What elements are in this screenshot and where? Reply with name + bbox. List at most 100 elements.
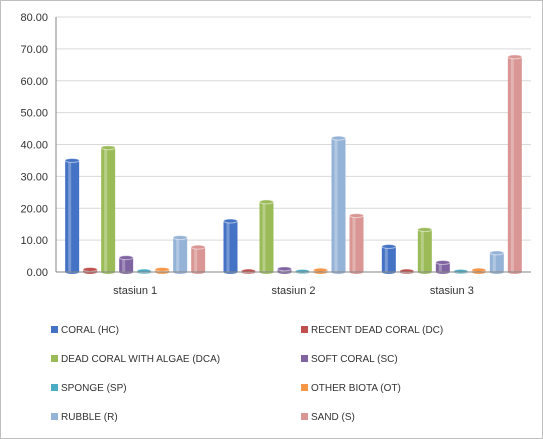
bar — [349, 213, 364, 274]
bar — [64, 157, 80, 274]
bar-highlight — [492, 252, 496, 272]
bar-highlight — [226, 221, 230, 272]
bar-top — [453, 268, 469, 274]
bar-body — [417, 229, 432, 272]
legend-label: SAND (S) — [311, 412, 355, 423]
bar-highlight — [438, 262, 442, 272]
bar-top — [277, 266, 292, 272]
legend-label: SPONGE (SP) — [61, 383, 127, 394]
legend-swatch — [51, 326, 58, 333]
bar — [313, 267, 328, 274]
bar — [381, 244, 397, 274]
bar-highlight — [352, 215, 356, 272]
bar — [259, 199, 274, 274]
y-tick-label: 0.00 — [27, 267, 48, 279]
bar-highlight — [194, 247, 198, 272]
bar-body — [489, 252, 504, 272]
legend-swatch — [51, 413, 58, 420]
bar-top — [417, 227, 433, 233]
bar-body — [381, 246, 396, 272]
bar — [417, 227, 433, 274]
bar-top — [471, 267, 487, 273]
bar-body — [223, 221, 238, 272]
legend-swatch — [301, 326, 308, 333]
bar-top — [331, 135, 346, 141]
bar-body — [349, 215, 364, 272]
bar-body — [507, 56, 522, 272]
bar-body — [65, 160, 80, 272]
bar — [471, 267, 487, 274]
bar-highlight — [384, 246, 388, 272]
bar-body — [101, 147, 116, 272]
bar-top — [64, 157, 80, 163]
bar-top — [154, 266, 170, 272]
y-tick-label: 20.00 — [20, 203, 48, 215]
legend: CORAL (HC) RECENT DEAD CORAL (DC) DEAD COR… — [51, 325, 443, 423]
bar-top — [435, 259, 451, 265]
bar-highlight — [176, 237, 180, 272]
bar-highlight — [122, 257, 126, 272]
bar-highlight — [262, 201, 266, 272]
bar — [277, 266, 292, 274]
bar-highlight — [510, 56, 514, 272]
gridlines — [56, 16, 531, 241]
bar — [118, 255, 134, 274]
bar-top — [349, 213, 364, 219]
bar-top — [172, 235, 188, 241]
x-category-label: stasiun 1 — [113, 285, 157, 297]
legend-item: RUBBLE (R) — [51, 412, 118, 423]
bars — [64, 54, 523, 274]
bar-highlight — [420, 229, 424, 272]
bar — [172, 235, 188, 274]
bar-top — [100, 145, 116, 151]
legend-swatch — [301, 413, 308, 420]
y-tick-label: 50.00 — [20, 108, 48, 120]
legend-swatch — [51, 355, 58, 362]
axes — [55, 17, 531, 273]
legend-item: SAND (S) — [301, 412, 355, 423]
legend-item: CORAL (HC) — [51, 325, 119, 336]
bar-top — [313, 267, 328, 273]
legend-swatch — [301, 384, 308, 391]
legend-item: OTHER BIOTA (OT) — [301, 383, 401, 394]
bar-top — [489, 250, 505, 256]
bar — [82, 266, 98, 274]
bar-top — [223, 218, 238, 224]
legend-label: RECENT DEAD CORAL (DC) — [311, 325, 443, 336]
bar-top — [381, 244, 397, 249]
legend-swatch — [301, 355, 308, 362]
legend-label: CORAL (HC) — [61, 325, 119, 336]
bar — [507, 54, 523, 274]
bar-top — [190, 244, 206, 250]
bar — [100, 145, 116, 274]
y-tick-label: 40.00 — [20, 140, 48, 152]
legend-item: DEAD CORAL WITH ALGAE (DCA) — [51, 354, 220, 365]
legend-label: SOFT CORAL (SC) — [311, 354, 398, 365]
bar-highlight — [334, 138, 338, 272]
bar — [154, 266, 170, 274]
x-category-label: stasiun 3 — [430, 285, 474, 297]
bar-body — [259, 201, 274, 272]
legend-label: DEAD CORAL WITH ALGAE (DCA) — [61, 354, 220, 365]
bar — [331, 135, 346, 274]
y-tick-label: 30.00 — [20, 171, 48, 183]
bar-body — [435, 262, 450, 272]
bar-top — [118, 255, 134, 261]
y-axis-ticks: 0.00 10.00 20.00 30.00 40.00 50.00 60.00 70.00 8… — [20, 12, 48, 279]
bar-top — [82, 266, 98, 272]
y-tick-label: 70.00 — [20, 44, 48, 56]
bar-body — [173, 237, 188, 272]
legend-label: OTHER BIOTA (OT) — [311, 383, 401, 394]
bar — [190, 244, 206, 274]
x-category-label: stasiun 2 — [271, 285, 315, 297]
bar-body — [191, 247, 206, 272]
bar-body — [331, 138, 346, 272]
y-tick-label: 80.00 — [20, 12, 48, 24]
bar — [223, 218, 238, 274]
legend-item: SOFT CORAL (SC) — [301, 354, 398, 365]
x-axis-categories: stasiun 1 stasiun 2 stasiun 3 — [113, 285, 474, 297]
y-tick-label: 60.00 — [20, 76, 48, 88]
legend-swatch — [51, 384, 58, 391]
y-tick-label: 10.00 — [20, 235, 48, 247]
